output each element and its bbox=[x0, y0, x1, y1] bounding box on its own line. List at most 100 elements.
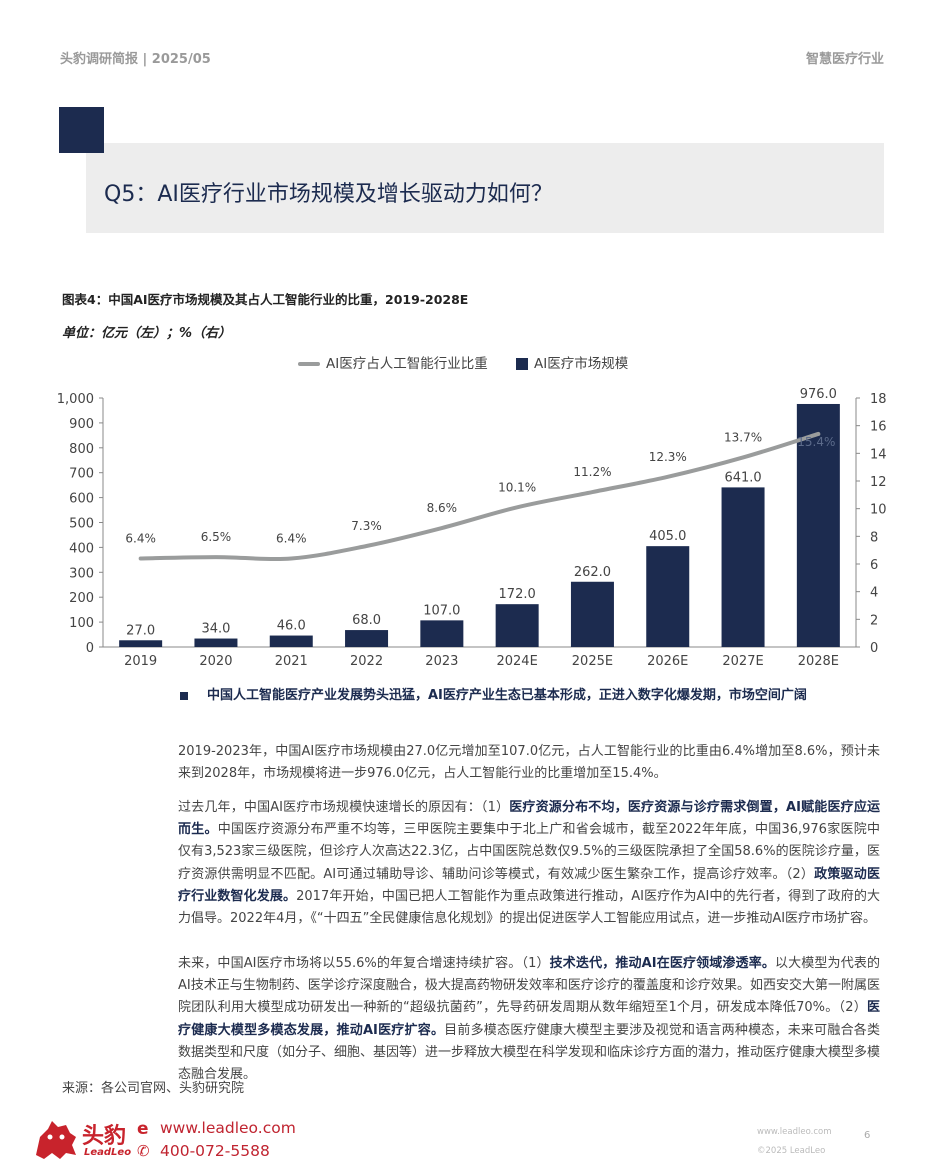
y-left-tick-label: 100 bbox=[69, 616, 94, 631]
footer-copyright: ©2025 LeadLeo bbox=[757, 1146, 826, 1156]
paragraph-3: 未来，中国AI医疗市场将以55.6%的年复合增速持续扩容。（1）技术迭代，推动A… bbox=[178, 953, 880, 1086]
line-value-label: 6.4% bbox=[125, 531, 156, 545]
y-right-tick-label: 4 bbox=[870, 586, 878, 601]
y-left-tick-label: 400 bbox=[69, 541, 94, 556]
bar-value-label: 641.0 bbox=[724, 470, 761, 485]
x-tick-label: 2027E bbox=[722, 654, 763, 669]
y-right-tick-label: 14 bbox=[870, 447, 887, 462]
bar-value-label: 27.0 bbox=[126, 623, 155, 638]
paragraph-2: 过去几年，中国AI医疗市场规模快速增长的原因有：（1）医疗资源分布不均，医疗资源… bbox=[178, 797, 880, 930]
bar bbox=[721, 487, 765, 647]
bar bbox=[796, 403, 840, 647]
p2-text-c: 中国医疗资源分布严重不均等，三甲医院主要集中于北上广和省会城市，截至2022年年… bbox=[178, 822, 880, 882]
y-right-tick-label: 12 bbox=[870, 475, 887, 490]
web-icon: e bbox=[137, 1119, 149, 1139]
y-right-tick-label: 2 bbox=[870, 613, 878, 628]
share-line bbox=[138, 431, 821, 562]
report-header-left: 头豹调研简报 | 2025/05 bbox=[60, 52, 211, 67]
y-left-tick-label: 0 bbox=[86, 641, 94, 656]
bar bbox=[345, 630, 389, 647]
banner-accent-block bbox=[59, 107, 104, 153]
x-tick-label: 2026E bbox=[647, 654, 688, 669]
bar bbox=[646, 546, 690, 647]
y-left-tick-label: 300 bbox=[69, 566, 94, 581]
bar bbox=[269, 635, 313, 647]
y-left-tick-label: 700 bbox=[69, 467, 94, 482]
y-left-tick-label: 1,000 bbox=[57, 392, 94, 407]
x-tick-label: 2019 bbox=[124, 654, 157, 669]
line-value-label: 13.7% bbox=[724, 430, 762, 444]
y-left-tick-label: 200 bbox=[69, 591, 94, 606]
legend-bar-swatch bbox=[516, 358, 528, 370]
logo-english-text: LeadLeo bbox=[84, 1147, 132, 1158]
bar-value-label: 976.0 bbox=[800, 387, 837, 402]
y-right-tick-label: 6 bbox=[870, 558, 878, 573]
bar bbox=[570, 581, 614, 647]
y-left-tick-label: 500 bbox=[69, 517, 94, 532]
line-value-label: 6.5% bbox=[201, 530, 232, 544]
x-tick-label: 2023 bbox=[425, 654, 458, 669]
bullet-marker bbox=[180, 692, 188, 700]
line-value-label: 12.3% bbox=[649, 450, 687, 464]
y-left-tick-label: 900 bbox=[69, 417, 94, 432]
bar-value-label: 172.0 bbox=[499, 587, 536, 602]
paragraph-1-text: 2019-2023年，中国AI医疗市场规模由27.0亿元增加至107.0亿元，占… bbox=[178, 744, 880, 782]
source-note: 来源：各公司官网、头豹研究院 bbox=[62, 1081, 245, 1096]
x-tick-label: 2028E bbox=[798, 654, 839, 669]
footer-small-url: www.leadleo.com bbox=[757, 1127, 832, 1137]
bar bbox=[194, 638, 238, 647]
legend-line-swatch bbox=[298, 362, 320, 366]
question-title: Q5：AI医疗行业市场规模及增长驱动力如何？ bbox=[104, 182, 553, 207]
x-tick-label: 2021 bbox=[275, 654, 308, 669]
p3-text-e: 目前多模态医疗健康大模型主要涉及视觉和语言两种模态，未来可融合各类数据类型和尺度… bbox=[178, 1022, 881, 1083]
section-heading: 中国人工智能医疗产业发展势头迅猛，AI医疗产业生态已基本形成，正进入数字化爆发期… bbox=[207, 688, 807, 703]
line-value-label: 10.1% bbox=[498, 480, 536, 494]
p2-text-e: 2017年开始，中国已把人工智能作为重点政策进行推动，AI医疗作为AI中的先行者… bbox=[178, 888, 880, 927]
line-value-label: 15.4% bbox=[797, 435, 835, 449]
p2-text-a: 过去几年，中国AI医疗市场规模快速增长的原因有：（1） bbox=[178, 800, 510, 815]
bar-value-label: 68.0 bbox=[352, 613, 381, 628]
phone-icon: ✆ bbox=[137, 1142, 150, 1160]
question-banner bbox=[86, 143, 884, 233]
bar-value-label: 262.0 bbox=[574, 565, 611, 580]
y-left-tick-label: 800 bbox=[69, 442, 94, 457]
bar bbox=[420, 620, 464, 647]
p3-text-a: 未来，中国AI医疗市场将以55.6%的年复合增速持续扩容。（1） bbox=[178, 956, 550, 971]
report-header-right: 智慧医疗行业 bbox=[805, 52, 884, 67]
bar-value-label: 34.0 bbox=[201, 622, 230, 637]
y-right-tick-label: 16 bbox=[870, 420, 887, 435]
logo-chinese-text: 头豹 bbox=[82, 1124, 127, 1149]
bar bbox=[119, 640, 163, 647]
y-right-tick-label: 10 bbox=[870, 503, 887, 518]
x-tick-label: 2020 bbox=[199, 654, 232, 669]
figure-title: 图表4：中国AI医疗市场规模及其占人工智能行业的比重，2019-2028E bbox=[62, 292, 469, 307]
p3-highlight-1: 技术迭代，推动AI在医疗领域渗透率。 bbox=[549, 956, 775, 971]
bar-value-label: 107.0 bbox=[423, 603, 460, 618]
y-right-tick-label: 8 bbox=[870, 530, 878, 545]
bar bbox=[495, 604, 539, 647]
figure-unit: 单位：亿元（左）；%（右） bbox=[62, 326, 232, 341]
footer-website-link[interactable]: www.leadleo.com bbox=[160, 1119, 296, 1137]
line-value-label: 7.3% bbox=[351, 519, 382, 533]
legend-bar-item: AI医疗市场规模 bbox=[516, 352, 628, 372]
bar-value-label: 405.0 bbox=[649, 529, 686, 544]
p3-text-c: 以大模型为代表的AI技术正与生物制药、医学诊疗深度融合，极大提高药物研发效率和医… bbox=[178, 956, 880, 1016]
line-value-label: 8.6% bbox=[427, 501, 458, 515]
y-left-tick-label: 600 bbox=[69, 492, 94, 507]
page-number: 6 bbox=[864, 1130, 871, 1141]
p3-highlight-2: 医疗健康大模型多模态发展，推动AI医疗扩容。 bbox=[178, 1000, 880, 1038]
bar-value-label: 46.0 bbox=[277, 619, 306, 634]
legend-line-label: AI医疗占人工智能行业比重 bbox=[326, 356, 488, 372]
p2-highlight-2: 政策驱动医疗行业数智化发展。 bbox=[178, 866, 880, 904]
leadleo-logo-icon bbox=[30, 1117, 80, 1163]
legend-bar-label: AI医疗市场规模 bbox=[534, 356, 629, 372]
footer-phone: 400-072-5588 bbox=[160, 1142, 270, 1160]
x-tick-label: 2022 bbox=[350, 654, 383, 669]
p2-highlight-1: 医疗资源分布不均，医疗资源与诊疗需求倒置，AI赋能医疗应运而生。 bbox=[178, 800, 881, 838]
paragraph-1: 2019-2023年，中国AI医疗市场规模由27.0亿元增加至107.0亿元，占… bbox=[178, 741, 880, 785]
y-right-tick-label: 0 bbox=[870, 641, 878, 656]
y-right-tick-label: 18 bbox=[870, 392, 887, 407]
market-size-chart: 0 100 200 300 400 500 600 700 800 900 1,000 0 2 4 6 8 10… bbox=[57, 387, 887, 669]
line-value-label: 11.2% bbox=[573, 465, 611, 479]
line-value-label: 6.4% bbox=[276, 531, 307, 545]
